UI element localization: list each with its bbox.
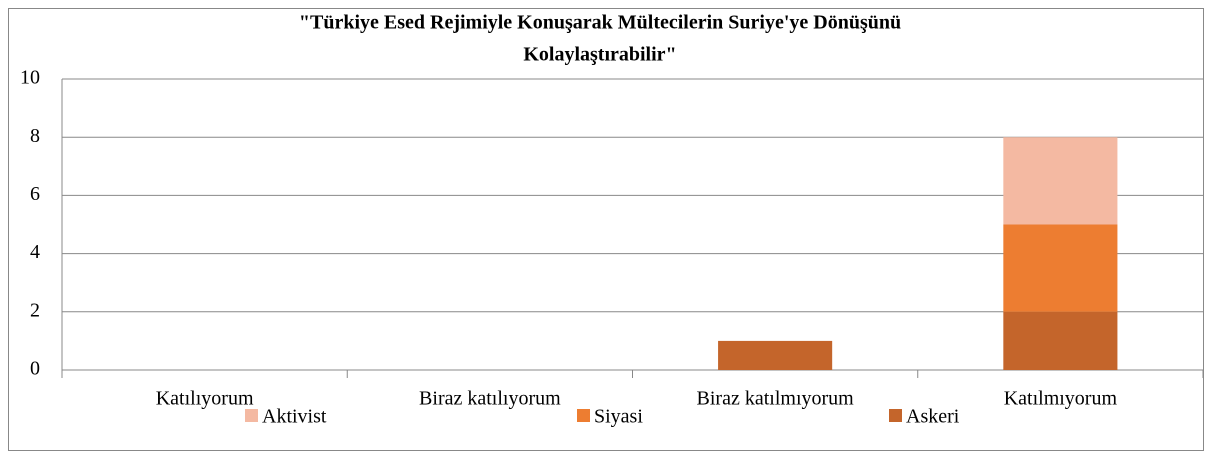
chart-title: "Türkiye Esed Rejimiyle Konuşarak Mültec…: [299, 12, 901, 34]
x-tick-label: Biraz katılmıyorum: [697, 388, 855, 410]
legend-label: Askeri: [906, 406, 960, 428]
y-tick-label: 4: [30, 241, 40, 263]
y-tick-label: 6: [30, 183, 40, 205]
x-tick-label: Katılmıyorum: [1004, 388, 1118, 410]
legend-label: Siyasi: [594, 406, 643, 428]
legend-swatch: [577, 409, 590, 422]
legend-swatch: [245, 409, 258, 422]
chart-title: Kolaylaştırabilir": [523, 44, 676, 66]
y-tick-label: 2: [30, 299, 40, 321]
bar-segment: [1003, 137, 1118, 225]
x-tick-label: Katılıyorum: [156, 388, 254, 410]
legend-label: Aktivist: [262, 406, 327, 428]
y-tick-label: 8: [30, 125, 40, 147]
legend-swatch: [889, 409, 902, 422]
bar-segment: [1003, 311, 1118, 370]
x-tick-label: Biraz katılıyorum: [419, 388, 561, 410]
y-tick-label: 0: [30, 358, 40, 380]
bar-segment: [718, 340, 833, 370]
bar-segment: [1003, 224, 1118, 312]
y-tick-label: 10: [20, 67, 40, 89]
